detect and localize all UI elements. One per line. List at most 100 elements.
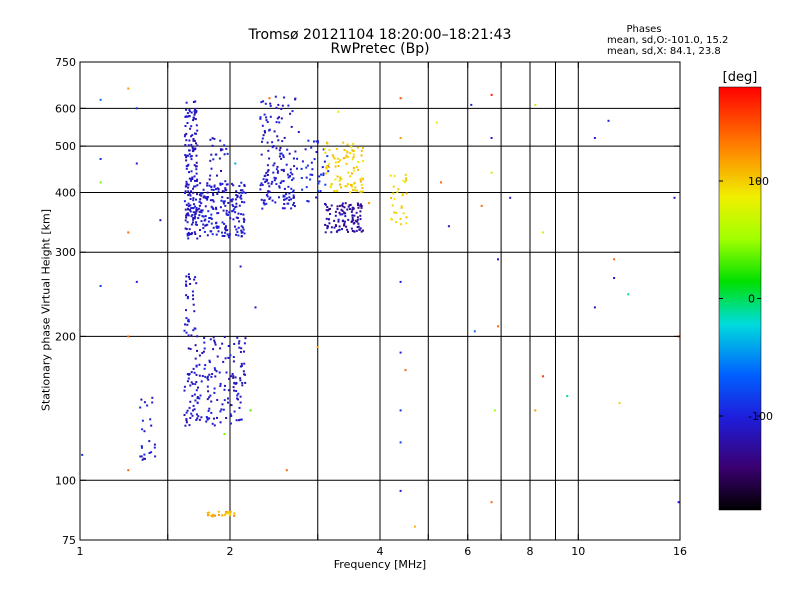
scatter-point [193, 203, 195, 206]
scatter-point [405, 179, 408, 182]
scatter-point [266, 141, 269, 144]
scatter-point [566, 395, 569, 398]
scatter-point [322, 148, 325, 151]
scatter-point [216, 226, 219, 229]
scatter-point [196, 396, 199, 398]
scatter-point [194, 233, 197, 235]
scatter-point [195, 208, 198, 211]
scatter-point [216, 399, 219, 401]
scatter-point [218, 514, 220, 516]
scatter-point [190, 179, 192, 182]
scatter-point [201, 215, 204, 218]
scatter-point [213, 387, 216, 390]
scatter-point [347, 171, 349, 174]
scatter-point [221, 221, 224, 224]
scatter-point [195, 282, 198, 285]
colorbar-ticks: 100 0 -100 [719, 175, 773, 423]
scatter-point [290, 198, 293, 201]
scatter-point [325, 217, 328, 220]
scatter-point [313, 158, 316, 161]
scatter-point [208, 359, 211, 362]
scatter-point [191, 146, 194, 149]
x-tick-label: 8 [527, 545, 534, 558]
scatter-point [210, 230, 213, 233]
scatter-point [243, 342, 246, 345]
scatter-point [281, 207, 284, 210]
scatter-point [184, 424, 187, 427]
scatter-point [242, 213, 245, 216]
scatter-point [493, 409, 496, 412]
scatter-point [190, 215, 193, 218]
scatter-point [208, 178, 211, 181]
scatter-point [229, 199, 232, 201]
scatter-point [226, 183, 229, 186]
scatter-point [321, 166, 324, 169]
scatter-point [216, 193, 219, 195]
scatter-point [210, 213, 213, 216]
scatter-point [187, 194, 190, 197]
scatter-point [231, 203, 234, 206]
scatter-point [210, 411, 213, 414]
scatter-point [226, 233, 229, 236]
scatter-point [293, 205, 296, 208]
scatter-point [355, 166, 358, 168]
scatter-point [154, 455, 157, 458]
scatter-point [360, 183, 363, 186]
scatter-point [226, 229, 229, 232]
scatter-point [279, 147, 282, 149]
scatter-point [509, 196, 512, 199]
scatter-point [336, 175, 339, 178]
scatter-point [334, 190, 337, 192]
scatter-point [269, 102, 272, 105]
scatter-point [223, 190, 226, 193]
scatter-point [234, 162, 237, 165]
scatter-point [242, 217, 245, 220]
scatter-point [185, 183, 188, 186]
scatter-point [262, 100, 265, 103]
scatter-point [210, 188, 213, 191]
scatter-point [210, 222, 213, 225]
scatter-point [236, 394, 239, 397]
scatter-point [399, 280, 402, 283]
scatter-point [238, 204, 241, 207]
scatter-point [352, 207, 355, 210]
scatter-point [193, 371, 196, 374]
scatter-point [324, 223, 327, 226]
scatter-point [190, 143, 193, 146]
scatter-point [224, 384, 226, 387]
scatter-point [200, 380, 203, 383]
scatter-point [354, 219, 357, 222]
scatter-point [214, 368, 217, 371]
scatter-point [183, 135, 186, 138]
scatter-point [219, 139, 222, 142]
scatter-point [357, 204, 359, 207]
scatter-point [266, 195, 269, 198]
scatter-point [241, 384, 244, 387]
scatter-point [219, 183, 222, 186]
scatter-point [185, 309, 187, 312]
scatter-point [186, 164, 189, 167]
scatter-point [187, 295, 189, 298]
scatter-point [221, 190, 224, 193]
scatter-point [220, 148, 223, 151]
scatter-point [188, 278, 191, 280]
scatter-point [332, 156, 335, 159]
scatter-point [241, 191, 244, 194]
scatter-point [261, 140, 263, 143]
scatter-point [266, 191, 269, 194]
scatter-point [223, 514, 226, 516]
scatter-point [211, 422, 214, 425]
scatter-point [193, 408, 196, 411]
scatter-point [220, 170, 222, 172]
scatter-point [310, 146, 313, 149]
scatter-point [333, 190, 336, 192]
scatter-point [206, 223, 209, 226]
scatter-point [232, 356, 235, 358]
y-tick-label: 200 [55, 330, 76, 343]
scatter-point [330, 183, 333, 185]
scatter-point [190, 412, 193, 415]
scatter-point [232, 386, 235, 389]
scatter-point [268, 190, 271, 193]
scatter-point [263, 113, 266, 116]
scatter-point [184, 227, 187, 230]
